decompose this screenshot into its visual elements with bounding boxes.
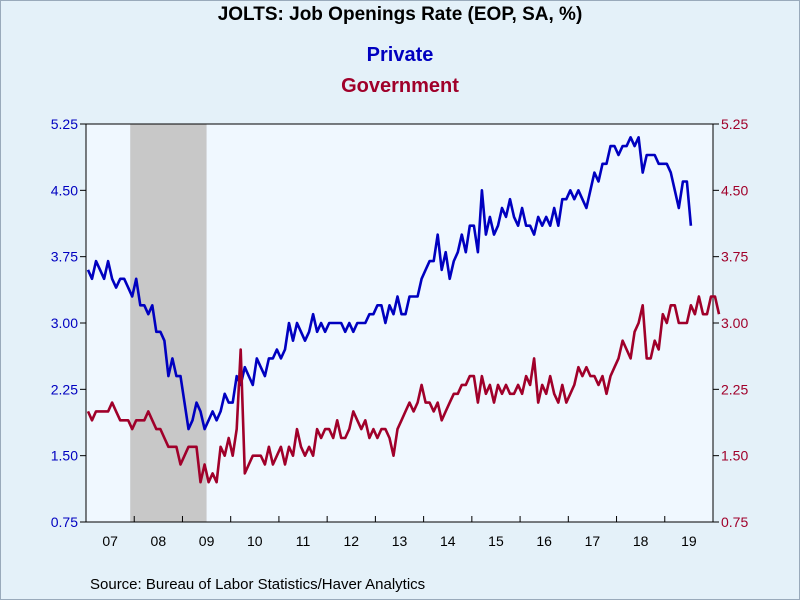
- y-label-left: 3.75: [51, 249, 78, 265]
- legend-government: Government: [341, 75, 459, 97]
- x-label: 18: [633, 533, 649, 549]
- chart-title: JOLTS: Job Openings Rate (EOP, SA, %): [217, 4, 583, 25]
- x-label: 07: [102, 533, 118, 549]
- x-label: 19: [681, 533, 697, 549]
- x-label: 11: [296, 533, 311, 549]
- x-label: 08: [151, 533, 167, 549]
- x-label: 15: [488, 533, 504, 549]
- recession-band: [130, 124, 207, 522]
- y-label-right: 0.75: [721, 514, 748, 530]
- legend-private: Private: [366, 44, 434, 66]
- y-label-left: 1.50: [51, 448, 78, 464]
- x-label: 10: [247, 533, 263, 549]
- x-label: 13: [392, 533, 408, 549]
- y-label-left: 5.25: [51, 116, 78, 132]
- x-label: 16: [536, 533, 552, 549]
- series-line-private: [86, 136, 693, 431]
- y-label-left: 0.75: [51, 514, 78, 530]
- y-label-left: 3.00: [51, 315, 78, 331]
- y-label-right: 3.00: [721, 315, 748, 331]
- x-label: 12: [343, 533, 359, 549]
- y-label-right: 1.50: [721, 448, 748, 464]
- series-line-government: [86, 295, 721, 484]
- y-label-left: 4.50: [51, 182, 78, 198]
- y-label-right: 2.25: [721, 381, 748, 397]
- x-label: 09: [199, 533, 215, 549]
- x-label: 17: [585, 533, 601, 549]
- source-note: Source: Bureau of Labor Statistics/Haver…: [90, 576, 426, 593]
- y-label-left: 2.25: [51, 381, 78, 397]
- x-label: 14: [440, 533, 456, 549]
- y-label-right: 5.25: [721, 116, 748, 132]
- y-label-right: 3.75: [721, 249, 748, 265]
- y-label-right: 4.50: [721, 182, 748, 198]
